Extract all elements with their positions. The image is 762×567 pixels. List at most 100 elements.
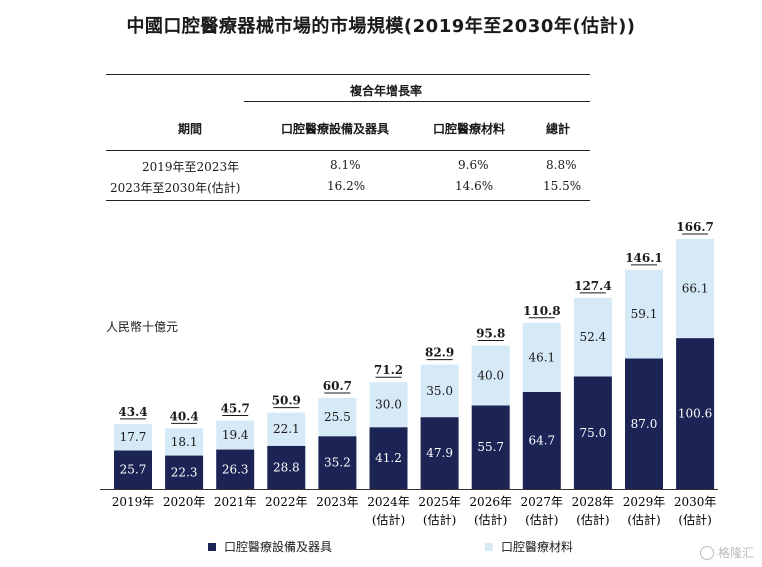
row-2-materials: 14.6% <box>455 179 494 193</box>
x-tick-sublabel-6: (估計) <box>372 512 405 527</box>
bar-materials-11 <box>625 269 663 359</box>
row-1-period: 2019年至2023年 <box>142 160 240 174</box>
table-top-rule <box>106 74 590 75</box>
bar-materials-9 <box>522 322 561 392</box>
bar-equipment-9 <box>522 391 561 489</box>
legend-swatch-materials <box>485 542 493 551</box>
row-1-total: 8.8% <box>546 158 577 172</box>
data-label-equipment-9: 64.7 <box>528 433 555 447</box>
x-tick-sublabel-11: (估計) <box>627 512 660 527</box>
chart-title: 中國口腔醫療器械市場的市場規模(2019年至2030年(估計)) <box>126 16 636 37</box>
x-tick-label-7: 2025年 <box>418 495 461 509</box>
x-tick-sublabel-8: (估計) <box>474 512 507 527</box>
total-label-10: 127.4 <box>574 279 612 293</box>
data-label-materials-4: 22.1 <box>273 422 300 436</box>
bar-materials-3 <box>216 420 255 450</box>
x-tick-label-5: 2023年 <box>316 495 359 509</box>
data-label-materials-9: 46.1 <box>528 350 555 364</box>
bar-equipment-6 <box>369 427 408 489</box>
data-label-equipment-11: 87.0 <box>631 417 658 431</box>
row-2-total: 15.5% <box>543 179 582 193</box>
total-column-header: 總計 <box>546 122 571 136</box>
data-label-materials-12: 66.1 <box>682 282 709 296</box>
x-tick-sublabel-7: (估計) <box>423 512 456 527</box>
materials-column-header: 口腔醫療材料 <box>433 122 506 136</box>
bar-materials-10 <box>573 297 612 377</box>
bar-equipment-10 <box>573 376 612 489</box>
x-tick-label-3: 2021年 <box>214 495 257 509</box>
brand-logo-icon <box>699 545 714 560</box>
period-column-header: 期間 <box>178 122 203 136</box>
data-label-equipment-10: 75.0 <box>580 426 607 440</box>
legend-swatch-equipment <box>208 542 216 551</box>
row-1-equipment: 8.1% <box>330 158 361 172</box>
total-label-6: 71.2 <box>374 363 403 377</box>
x-tick-label-9: 2027年 <box>521 495 564 509</box>
data-label-equipment-12: 100.6 <box>678 407 712 421</box>
data-label-materials-10: 52.4 <box>580 330 607 344</box>
bar-equipment-3 <box>216 449 255 489</box>
total-label-8: 95.8 <box>476 326 505 340</box>
bar-materials-8 <box>471 345 510 406</box>
bar-materials-12 <box>676 238 715 339</box>
bar-equipment-12 <box>676 338 715 489</box>
data-label-equipment-3: 26.3 <box>222 462 249 476</box>
x-tick-sublabel-12: (估計) <box>678 512 711 527</box>
bar-materials-4 <box>267 412 306 446</box>
data-label-materials-2: 18.1 <box>171 435 198 449</box>
bar-equipment-2 <box>165 455 204 489</box>
bar-materials-2 <box>165 428 204 456</box>
x-tick-label-10: 2028年 <box>572 495 615 509</box>
bar-materials-1 <box>114 423 152 451</box>
table-bottom-rule <box>106 200 590 201</box>
total-label-1: 43.4 <box>118 405 147 419</box>
row-1-materials: 9.6% <box>458 158 489 172</box>
data-label-equipment-1: 25.7 <box>120 463 147 477</box>
header-bottom-rule <box>106 150 590 151</box>
total-label-3: 45.7 <box>221 401 250 415</box>
data-label-equipment-7: 47.9 <box>426 446 453 460</box>
legend-item-equipment: 口腔醫療設備及器具 <box>208 538 332 555</box>
bar-equipment-11 <box>625 358 663 489</box>
bar-materials-7 <box>420 364 459 418</box>
row-2-period: 2023年至2030年(估計) <box>110 181 241 195</box>
data-label-equipment-6: 41.2 <box>375 451 402 465</box>
brand-watermark: 格隆汇 <box>699 544 754 561</box>
bar-equipment-4 <box>267 445 306 489</box>
legend-label-equipment: 口腔醫療設備及器具 <box>224 540 333 554</box>
total-label-4: 50.9 <box>272 394 301 408</box>
data-label-equipment-4: 28.8 <box>273 460 300 474</box>
total-label-12: 166.7 <box>676 220 714 234</box>
data-label-equipment-8: 55.7 <box>477 440 504 454</box>
bar-materials-6 <box>369 382 408 428</box>
x-tick-label-1: 2019年 <box>112 495 155 509</box>
data-label-materials-1: 17.7 <box>120 430 147 444</box>
legend-label-materials: 口腔醫療材料 <box>501 540 574 554</box>
data-label-materials-7: 35.0 <box>426 384 453 398</box>
x-tick-label-11: 2029年 <box>623 495 666 509</box>
x-tick-label-6: 2024年 <box>367 495 410 509</box>
legend-item-materials: 口腔醫療材料 <box>485 538 573 555</box>
row-2-equipment: 16.2% <box>327 179 366 193</box>
x-tick-sublabel-10: (估計) <box>576 512 609 527</box>
unit-label: 人民幣十億元 <box>106 320 179 334</box>
total-label-2: 40.4 <box>169 409 198 423</box>
total-label-5: 60.7 <box>323 379 352 393</box>
bar-materials-5 <box>318 397 357 437</box>
equipment-column-header: 口腔醫療設備及器具 <box>281 122 390 136</box>
data-label-materials-8: 40.0 <box>477 368 504 382</box>
data-label-materials-5: 25.5 <box>324 410 351 424</box>
bar-equipment-5 <box>318 436 357 489</box>
x-tick-label-4: 2022年 <box>265 495 308 509</box>
total-label-11: 146.1 <box>625 251 663 265</box>
cagr-group-header: 複合年增長率 <box>350 84 423 98</box>
data-label-equipment-5: 35.2 <box>324 456 351 470</box>
bar-equipment-8 <box>471 405 510 489</box>
x-tick-label-8: 2026年 <box>469 495 512 509</box>
bar-equipment-1 <box>114 450 152 489</box>
x-tick-label-2: 2020年 <box>163 495 206 509</box>
data-label-materials-11: 59.1 <box>631 307 658 321</box>
data-label-materials-3: 19.4 <box>222 428 249 442</box>
group-header-rule <box>244 101 590 102</box>
